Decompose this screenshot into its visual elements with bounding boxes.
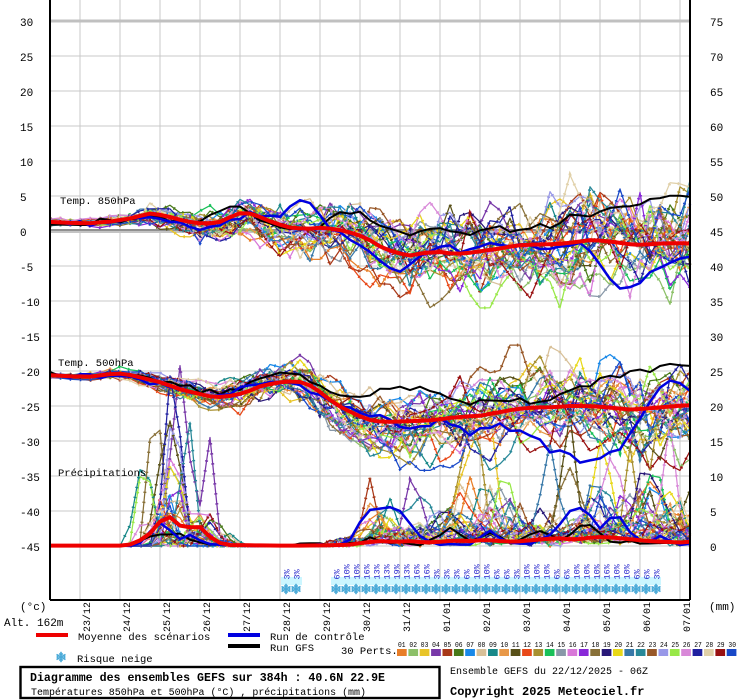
svg-text:25: 25 — [710, 368, 723, 380]
svg-text:40: 40 — [710, 263, 723, 275]
svg-text:10%: 10% — [613, 563, 623, 579]
svg-text:(°c): (°c) — [20, 602, 46, 614]
svg-text:24/12: 24/12 — [122, 602, 134, 632]
svg-text:13%: 13% — [403, 563, 413, 579]
svg-text:10%: 10% — [623, 563, 633, 579]
svg-text:3%: 3% — [283, 568, 293, 579]
svg-text:Diagramme des ensembles GEFS s: Diagramme des ensembles GEFS sur 384h : … — [30, 671, 385, 685]
svg-text:10%: 10% — [533, 563, 543, 579]
svg-text:30/12: 30/12 — [362, 602, 374, 632]
svg-text:-45: -45 — [20, 543, 40, 555]
svg-text:Précipitations: Précipitations — [58, 468, 146, 480]
svg-text:10%: 10% — [483, 563, 493, 579]
svg-text:3%: 3% — [513, 568, 523, 579]
svg-text:13%: 13% — [373, 563, 383, 579]
svg-text:5: 5 — [20, 193, 27, 205]
svg-text:3%: 3% — [433, 568, 443, 579]
svg-text:25: 25 — [20, 53, 33, 65]
svg-text:Alt. 162m: Alt. 162m — [4, 618, 64, 630]
svg-text:0: 0 — [20, 228, 27, 240]
svg-text:-35: -35 — [20, 473, 40, 485]
svg-text:16%: 16% — [363, 563, 373, 579]
svg-text:27/12: 27/12 — [242, 602, 254, 632]
svg-text:50: 50 — [710, 193, 723, 205]
svg-text:16%: 16% — [423, 563, 433, 579]
svg-text:10%: 10% — [593, 563, 603, 579]
svg-text:10%: 10% — [543, 563, 553, 579]
svg-text:20: 20 — [710, 403, 723, 415]
svg-text:3%: 3% — [453, 568, 463, 579]
svg-text:06/01: 06/01 — [642, 602, 654, 632]
svg-text:6%: 6% — [553, 568, 563, 579]
svg-text:-20: -20 — [20, 368, 40, 380]
svg-text:30 Perts.: 30 Perts. — [341, 646, 398, 658]
svg-text:5: 5 — [710, 508, 717, 520]
svg-text:Risque neige: Risque neige — [77, 654, 153, 666]
svg-text:65: 65 — [710, 88, 723, 100]
svg-text:10%: 10% — [353, 563, 363, 579]
svg-text:10%: 10% — [343, 563, 353, 579]
svg-text:0: 0 — [710, 543, 717, 555]
svg-text:3%: 3% — [443, 568, 453, 579]
svg-text:6%: 6% — [563, 568, 573, 579]
svg-text:16%: 16% — [413, 563, 423, 579]
svg-text:20: 20 — [20, 88, 33, 100]
svg-text:Temp. 500hPa: Temp. 500hPa — [58, 358, 134, 370]
svg-text:10%: 10% — [573, 563, 583, 579]
svg-text:02/01: 02/01 — [482, 602, 494, 632]
svg-text:28/12: 28/12 — [282, 602, 294, 632]
svg-text:6%: 6% — [503, 568, 513, 579]
svg-text:03/01: 03/01 — [522, 602, 534, 632]
svg-text:31/12: 31/12 — [402, 602, 414, 632]
svg-text:70: 70 — [710, 53, 723, 65]
svg-text:30: 30 — [710, 333, 723, 345]
svg-text:10: 10 — [710, 473, 723, 485]
svg-text:75: 75 — [710, 18, 723, 30]
svg-text:Temp. 850hPa: Temp. 850hPa — [60, 196, 136, 208]
svg-text:45: 45 — [710, 228, 723, 240]
svg-text:01/01: 01/01 — [442, 602, 454, 632]
svg-text:-40: -40 — [20, 508, 40, 520]
svg-text:3%: 3% — [293, 568, 303, 579]
svg-text:10%: 10% — [583, 563, 593, 579]
svg-text:10%: 10% — [473, 563, 483, 579]
svg-text:6%: 6% — [463, 568, 473, 579]
svg-text:19%: 19% — [393, 563, 403, 579]
svg-text:Ensemble GEFS du 22/12/2025 -: Ensemble GEFS du 22/12/2025 - 06Z — [450, 666, 648, 678]
svg-text:6%: 6% — [633, 568, 643, 579]
svg-text:Températures 850hPa et 500hPa: Températures 850hPa et 500hPa (°C) , pré… — [31, 687, 366, 699]
svg-text:55: 55 — [710, 158, 723, 170]
svg-text:10%: 10% — [523, 563, 533, 579]
svg-text:6%: 6% — [643, 568, 653, 579]
svg-text:6%: 6% — [493, 568, 503, 579]
svg-text:-30: -30 — [20, 438, 40, 450]
svg-text:01 02 03 04 05 06 07 08 09 10: 01 02 03 04 05 06 07 08 09 10 11 12 13 1… — [398, 642, 736, 650]
svg-text:16%: 16% — [603, 563, 613, 579]
svg-text:10: 10 — [20, 158, 33, 170]
svg-text:05/01: 05/01 — [602, 602, 614, 632]
svg-text:6%: 6% — [333, 568, 343, 579]
svg-text:04/01: 04/01 — [562, 602, 574, 632]
svg-text:15: 15 — [710, 438, 723, 450]
svg-text:Run de contrôle: Run de contrôle — [270, 632, 365, 644]
svg-text:13%: 13% — [383, 563, 393, 579]
svg-text:26/12: 26/12 — [202, 602, 214, 632]
svg-text:3%: 3% — [653, 568, 663, 579]
svg-text:35: 35 — [710, 298, 723, 310]
svg-text:-15: -15 — [20, 333, 40, 345]
svg-text:30: 30 — [20, 18, 33, 30]
svg-text:29/12: 29/12 — [322, 602, 334, 632]
svg-text:15: 15 — [20, 123, 33, 135]
svg-text:-10: -10 — [20, 298, 40, 310]
svg-text:-5: -5 — [20, 263, 33, 275]
svg-text:Run GFS: Run GFS — [270, 643, 314, 655]
svg-text:(mm): (mm) — [709, 602, 735, 614]
svg-text:25/12: 25/12 — [162, 602, 174, 632]
svg-text:-25: -25 — [20, 403, 40, 415]
svg-text:07/01: 07/01 — [682, 602, 694, 632]
svg-text:Moyenne des scénarios: Moyenne des scénarios — [78, 632, 210, 644]
svg-text:Copyright 2025 Meteociel.fr: Copyright 2025 Meteociel.fr — [450, 685, 644, 699]
svg-text:23/12: 23/12 — [82, 602, 94, 632]
svg-text:60: 60 — [710, 123, 723, 135]
